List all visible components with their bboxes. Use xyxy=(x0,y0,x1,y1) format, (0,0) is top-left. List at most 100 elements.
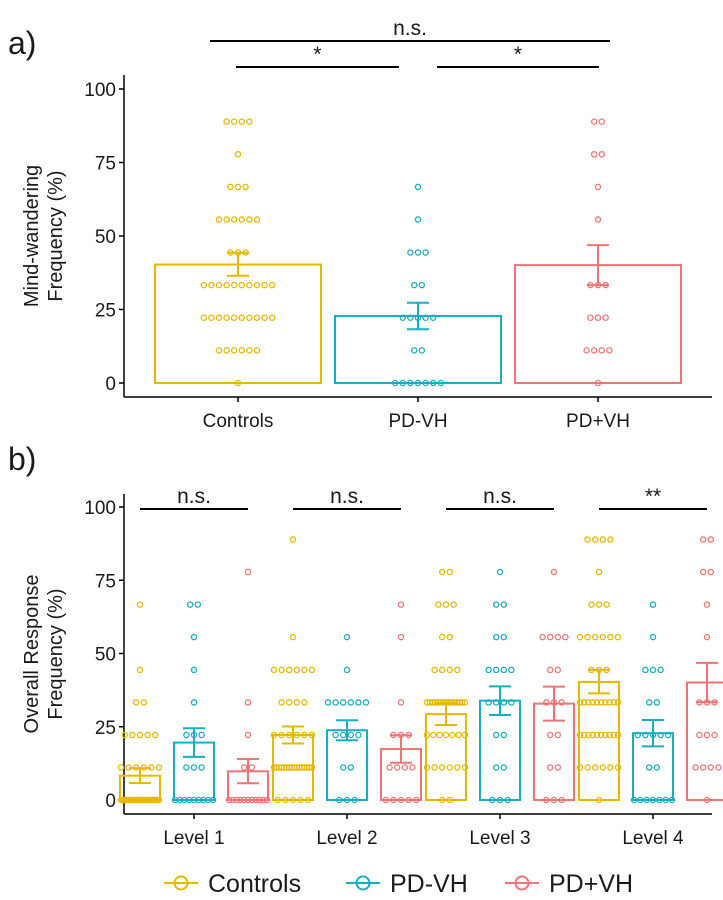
panel-b-label: b) xyxy=(8,441,36,477)
panel-b-level-3-pdplusvh-point-2 xyxy=(558,796,565,804)
panel-b-level-1-pdplusvh-point-1 xyxy=(229,796,237,804)
panel-a-pdplusvh-point-1 xyxy=(583,347,590,354)
legend-label-controls: Controls xyxy=(208,870,301,898)
panel-b-level-3-pdplusvh-point-14 xyxy=(554,633,562,641)
panel-b-level-3-controls-point-31 xyxy=(438,666,446,674)
panel-a-controls-point-14 xyxy=(253,314,261,321)
legend-key-marker-pdplusvh xyxy=(514,875,530,891)
panel-b-level-2-pd-vh-point-2 xyxy=(351,796,358,804)
panel-a-controls-point-6 xyxy=(253,347,261,354)
panel-b-level-2-pd-vh-point-6 xyxy=(339,731,347,739)
y-tick-label-50: 50 xyxy=(95,227,116,248)
panel-b-level-1-pd-vh-point-18 xyxy=(186,601,194,608)
panel-b-level-3-controls-point-36 xyxy=(435,601,442,608)
panel-b-level-1-pdplusvh-point-5 xyxy=(244,796,252,804)
panel-b-level-4-controls-point-22 xyxy=(597,699,605,706)
panel-b-level-4-controls-point-31 xyxy=(584,633,591,641)
panel-b-level-3-pdplusvh-point-5 xyxy=(546,731,554,739)
panel-b-level-4-pd-vh-point-13 xyxy=(664,731,672,739)
panel-b-level-2-pdplusvh-point-7 xyxy=(401,764,409,771)
panel-a-pdplusvh-point-2 xyxy=(590,347,598,354)
panel-b-level-4-pd-vh-point-8 xyxy=(653,764,661,771)
panel-b-level-4-pd-vh-point-20 xyxy=(649,601,657,608)
panel-b-level-2-pdplusvh-point-14 xyxy=(397,601,405,608)
panel-b-level-2-controls-point-1 xyxy=(282,796,289,804)
panel-a-controls-point-15 xyxy=(261,314,268,321)
panel-b-level-4-controls-point-25 xyxy=(610,699,618,706)
panel-b-level-2-controls-point-33 xyxy=(285,666,293,674)
panel-b-level-3-pd-vh-point-4 xyxy=(500,764,508,771)
panel-b-level-3-controls-point-0 xyxy=(438,796,446,804)
panel-b-level-3-pd-vh-point-16 xyxy=(500,633,508,641)
panel-b-level-4-controls-point-6 xyxy=(614,764,622,771)
panel-a-controls-point-19 xyxy=(215,281,223,289)
panel-b-level-1-pdplusvh-point-7 xyxy=(252,796,259,804)
panel-b-level-3-controls-point-11 xyxy=(442,731,450,739)
panel-b-level-3-controls-point-28 xyxy=(459,699,466,706)
panel-b-level-2-controls-point-0 xyxy=(274,796,282,804)
panel-b-level-1-pd-vh-point-16 xyxy=(190,666,198,674)
panel-b-level-4-pd-vh-point-7 xyxy=(645,764,653,771)
panel-a-controls-point-2 xyxy=(223,347,230,354)
panel-b-level-2-controls-point-27 xyxy=(278,699,285,706)
y-tick-label-0: 0 xyxy=(105,374,116,395)
panel-b-level-2-pd-vh-point-11 xyxy=(339,699,347,706)
panel-a-controls-point-37 xyxy=(234,183,242,191)
panel-a-label: a) xyxy=(8,25,36,61)
panel-a: a) 0 25 50 75 100 Mind-wandering Frequency (%) C… xyxy=(8,17,712,432)
panel-b-level-3-pd-vh-point-11 xyxy=(485,666,492,674)
panel-b-level-1-pdplusvh-point-8 xyxy=(256,796,263,804)
panel-b-x-tick-label-level-1: Level 1 xyxy=(163,828,224,849)
y-axis-title-line-1: Mind-wandering xyxy=(21,165,43,307)
panel-b-level-1-pdplusvh-point-11 xyxy=(240,764,248,771)
panel-b-level-2-pd-vh-point-13 xyxy=(355,699,362,706)
panel-b-level-4-controls-point-19 xyxy=(585,699,592,706)
panel-b-level-3-pdplusvh-point-6 xyxy=(554,731,562,739)
panel-b-significance-level-4-label: ** xyxy=(645,485,661,508)
panel-a-controls-point-33 xyxy=(238,216,246,223)
panel-b-level-4-controls-point-20 xyxy=(589,699,596,706)
panel-b-level-3-controls-point-33 xyxy=(454,666,461,674)
y-tick-label-50: 50 xyxy=(95,645,116,666)
legend-label-pdplusvh: PD+VH xyxy=(549,870,633,898)
panel-a-pd-vh-point-5 xyxy=(429,379,437,387)
panel-b-level-4-controls-point-0 xyxy=(595,796,603,804)
legend-key-pdplusvh xyxy=(505,875,539,891)
panel-b: b) 0 25 50 75 100 Overall Response Frequency (%… xyxy=(8,441,723,849)
panel-b-level-1-controls-point-31 xyxy=(144,731,151,739)
panel-a-pd-vh-point-7 xyxy=(410,347,418,354)
panel-a-controls-point-39 xyxy=(234,151,242,158)
panel-b-level-3-pd-vh-point-13 xyxy=(500,666,508,674)
y-tick-label-0: 0 xyxy=(105,791,116,812)
panel-b-significance-level-1-label: n.s. xyxy=(177,485,211,508)
panel-a-controls-point-36 xyxy=(227,183,234,191)
panel-b-level-4-pd-vh-point-6 xyxy=(668,796,676,804)
panel-b-level-3-pdplusvh-point-16 xyxy=(550,568,558,576)
panel-b-level-3-controls-bar xyxy=(425,713,467,801)
panel-b-level-3-controls-point-3 xyxy=(431,764,438,771)
panel-b-level-4-controls-point-36 xyxy=(588,601,595,608)
legend-key-marker-pd-vh xyxy=(355,875,371,891)
panel-b-level-2-controls-point-35 xyxy=(301,666,308,674)
panel-a-pd-vh-point-3 xyxy=(414,379,422,387)
panel-b-level-1-controls-point-30 xyxy=(136,731,144,739)
panel-b-level-3-pdplusvh-point-12 xyxy=(539,633,546,641)
panel-b-level-4-pd-vh-point-4 xyxy=(656,796,663,804)
panel-b-level-1-controls-point-22 xyxy=(117,764,125,771)
panel-b-level-4-pdplusvh-point-16 xyxy=(707,536,715,543)
panel-a-controls-point-24 xyxy=(253,281,261,289)
panel-b-level-2-controls-point-38 xyxy=(289,536,297,543)
panel-b-level-2-controls-point-20 xyxy=(308,764,316,771)
panel-a-x-tick-label-controls: Controls xyxy=(203,411,274,432)
panel-b-level-1-pdplusvh-point-4 xyxy=(240,796,248,804)
panel-b-significance-level-2-label: n.s. xyxy=(330,485,364,508)
panel-a-controls-point-25 xyxy=(261,281,268,289)
panel-b-level-4-pd-vh-point-16 xyxy=(642,666,649,674)
panel-b-level-4-pdplusvh-point-15 xyxy=(699,536,707,543)
panel-b-level-4-controls-point-11 xyxy=(593,731,601,739)
panel-b-level-4-controls-point-16 xyxy=(614,731,622,739)
panel-a-controls-point-43 xyxy=(246,118,253,125)
panel-b-level-3-controls-point-40 xyxy=(446,568,454,576)
panel-a-controls-point-18 xyxy=(208,281,215,289)
